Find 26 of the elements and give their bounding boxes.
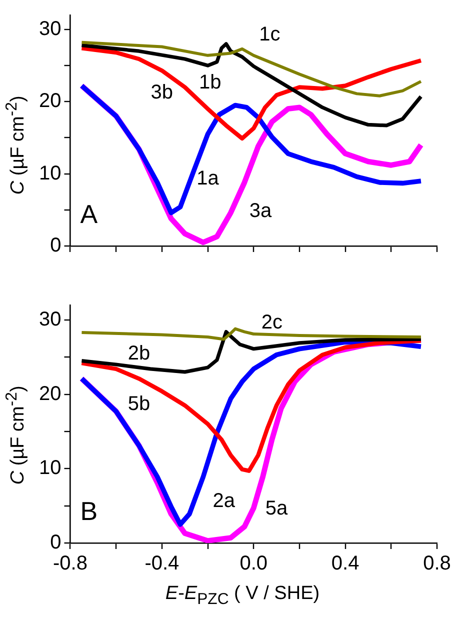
series-label: 1c — [259, 24, 280, 46]
series-label: 5a — [265, 497, 289, 520]
series-label: 2b — [128, 342, 150, 365]
y-tick-label: 10 — [38, 162, 62, 184]
series-label: 2a — [212, 490, 236, 512]
y-tick-label: 30 — [38, 308, 62, 330]
series-label: 1a — [196, 167, 220, 190]
y-tick-label: 20 — [38, 90, 62, 112]
y-tick-label: 10 — [38, 457, 62, 480]
x-tick-label: 0.0 — [240, 552, 268, 575]
annotation: A — [80, 199, 98, 230]
x-tick-label: 0.8 — [423, 552, 451, 575]
series-label: 1b — [198, 71, 222, 94]
y-tick-label: 30 — [38, 18, 62, 40]
annotation: B — [80, 496, 98, 526]
y-tick-label: 20 — [38, 382, 62, 405]
x-axis-title: E-E$_{PZC}$ ( V / SHE) — [164, 583, 321, 609]
series-label: 5b — [128, 393, 150, 416]
series-label: 3b — [150, 81, 174, 104]
x-tick-label: 0.4 — [331, 552, 360, 575]
series-label: 2c — [261, 311, 283, 334]
series-label: 3a — [249, 200, 272, 222]
y-tick-label: 0 — [50, 234, 62, 257]
x-tick-label: -0.8 — [53, 552, 88, 575]
x-tick-label: -0.4 — [144, 552, 180, 575]
y-tick-label: 0 — [50, 532, 62, 554]
